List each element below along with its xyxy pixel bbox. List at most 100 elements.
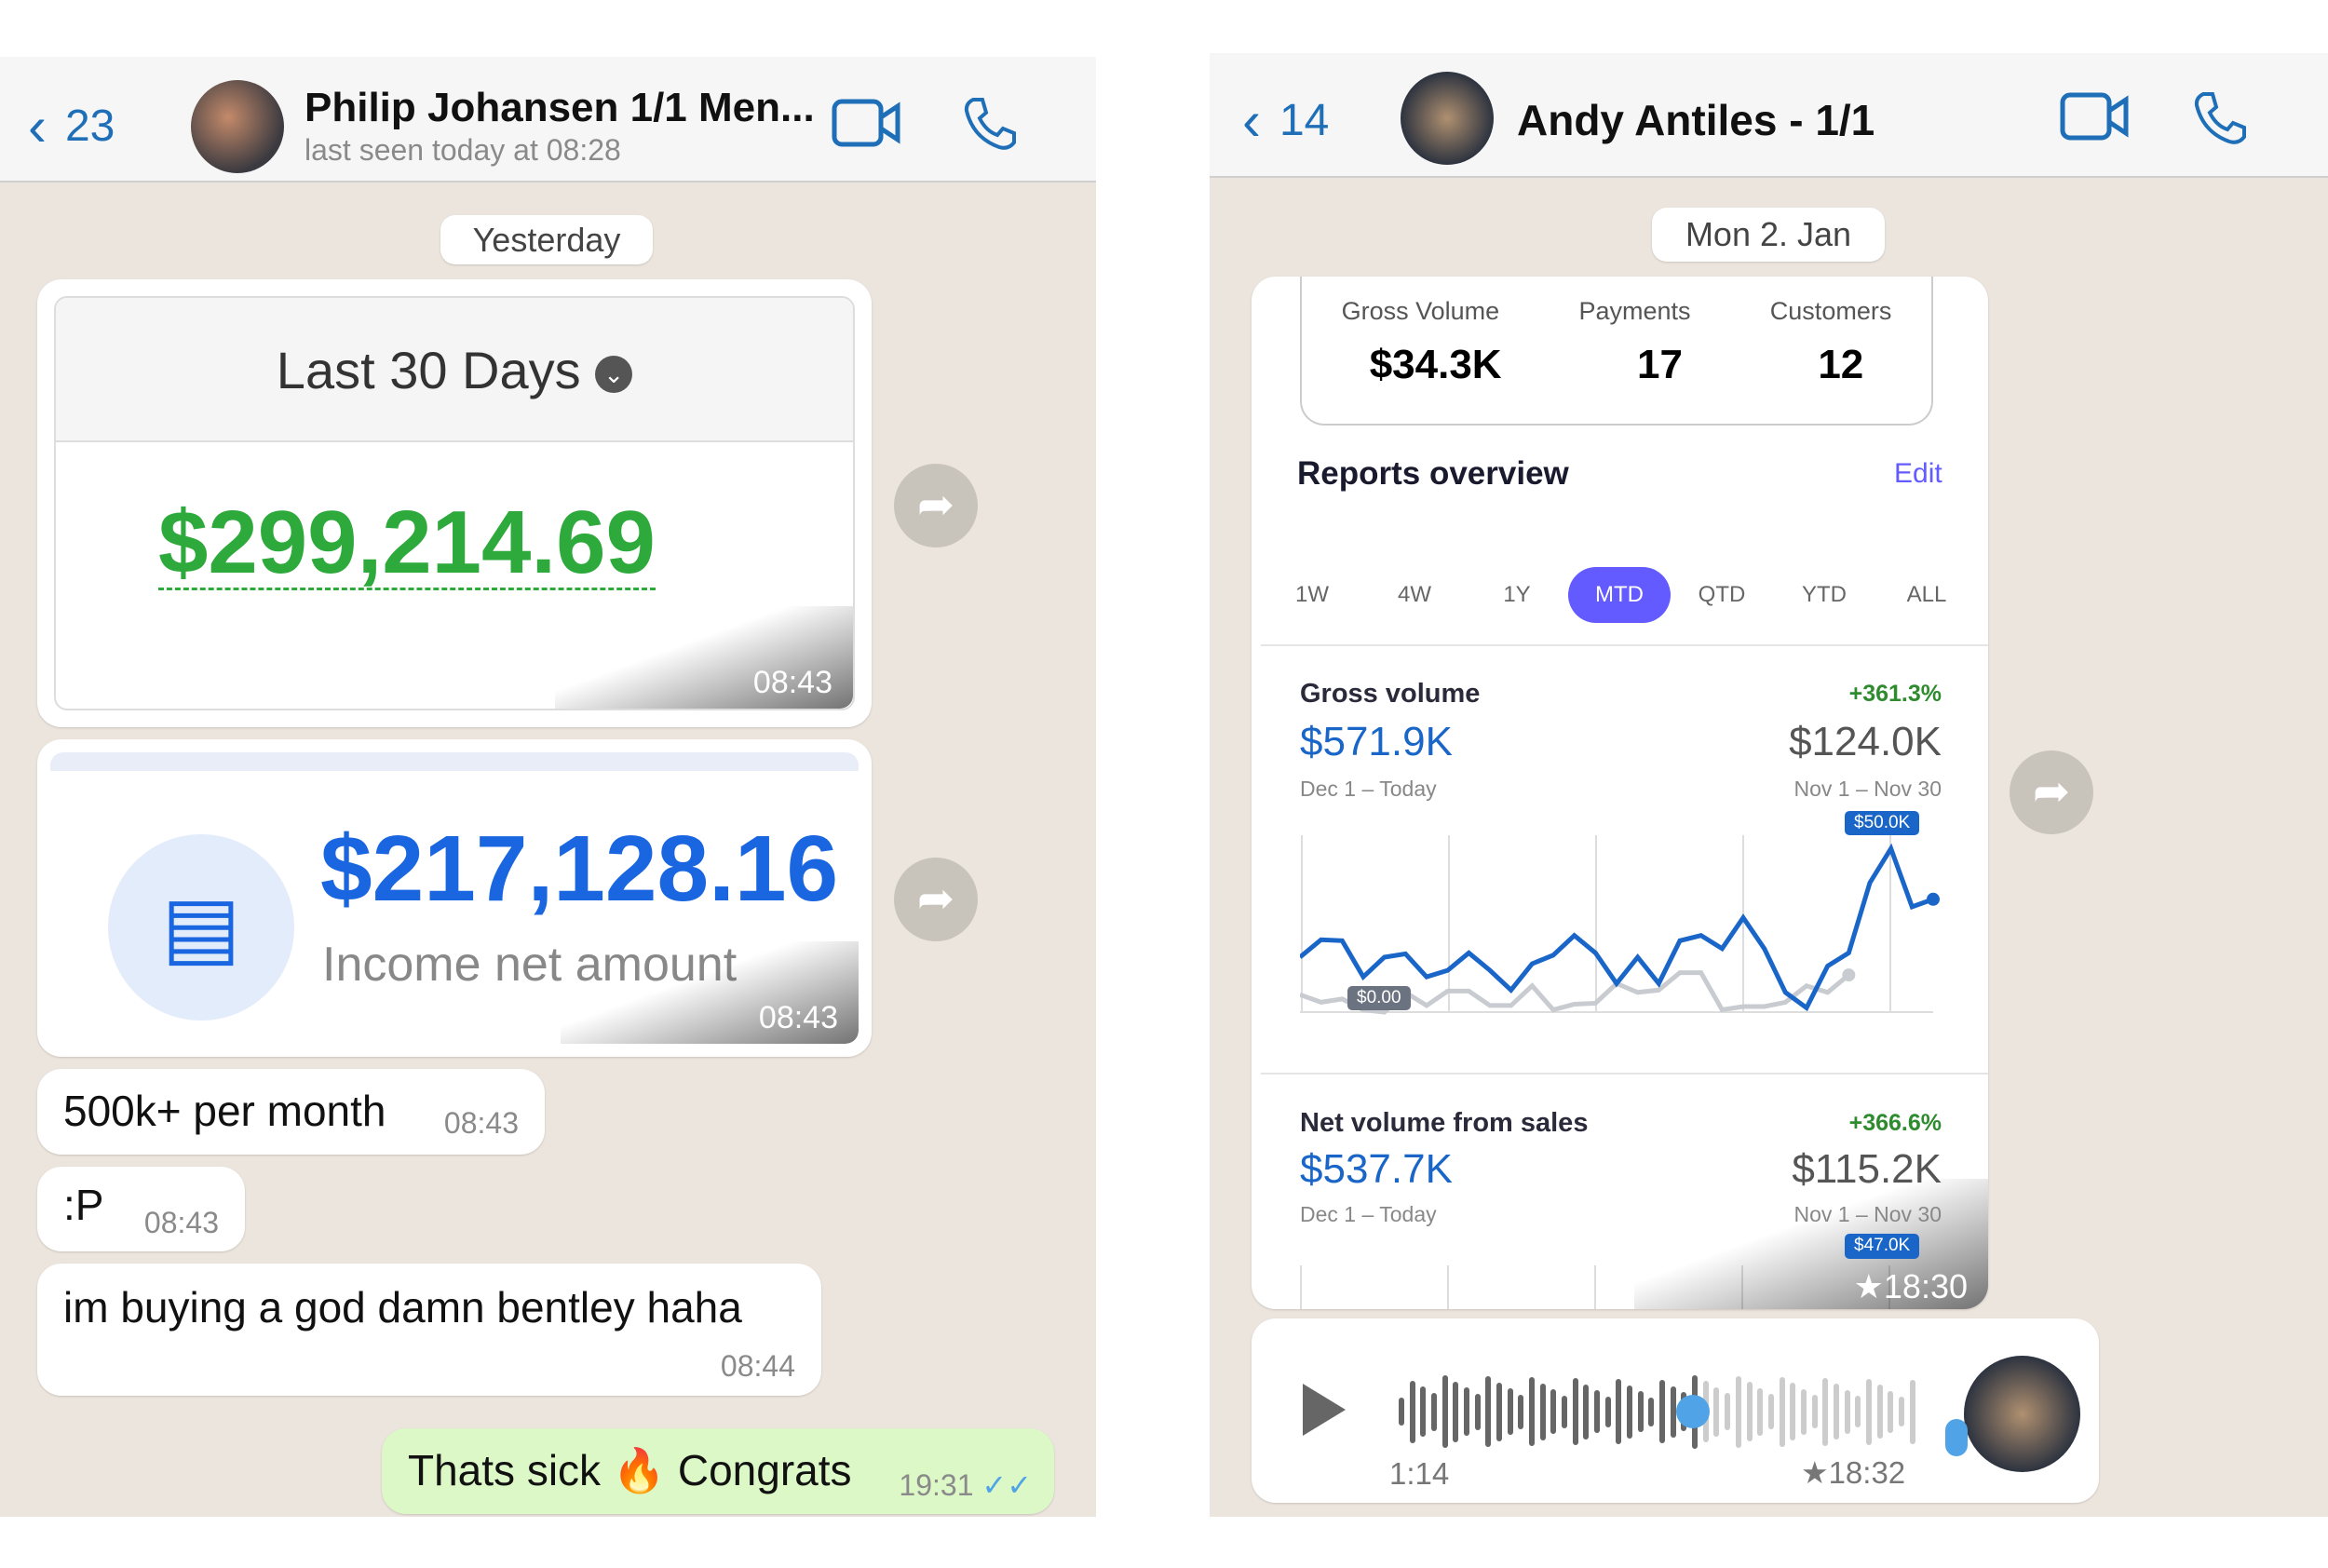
date-chip: Yesterday bbox=[440, 215, 653, 264]
divider bbox=[1261, 644, 1988, 646]
edit-link[interactable]: Edit bbox=[1894, 458, 1942, 489]
waveform-bar bbox=[1735, 1375, 1741, 1448]
waveform-bar bbox=[1757, 1387, 1764, 1436]
phone-call-icon[interactable] bbox=[2192, 90, 2248, 146]
income-amount: $217,128.16 bbox=[320, 817, 839, 921]
gross-title: Gross volume bbox=[1300, 679, 1481, 709]
waveform-bar bbox=[1474, 1393, 1481, 1430]
period-tabs: 1W 4W 1Y MTD QTD YTD ALL bbox=[1261, 567, 1978, 623]
stat-label: Customers bbox=[1769, 297, 1892, 325]
current-series-line bbox=[1300, 843, 1934, 1012]
image-message[interactable]: Last 30 Days ⌄ $299,214.69 08:43 bbox=[37, 279, 872, 727]
waveform-bar bbox=[1441, 1375, 1448, 1448]
video-call-icon[interactable] bbox=[2060, 92, 2129, 141]
waveform-bar bbox=[1909, 1379, 1915, 1444]
income-label: Income net amount bbox=[322, 938, 738, 992]
avatar[interactable] bbox=[1401, 72, 1494, 165]
chevron-down-icon: ⌄ bbox=[595, 356, 633, 394]
message-time: ★18:30 bbox=[1853, 1266, 1968, 1305]
image-message[interactable]: ▤ $217,128.16 Income net amount 08:43 bbox=[37, 739, 872, 1057]
waveform-bar bbox=[1583, 1384, 1590, 1440]
waveform-bar bbox=[1659, 1380, 1666, 1443]
contact-name[interactable]: Philip Johansen 1/1 Men... bbox=[305, 85, 815, 130]
waveform-bar bbox=[1616, 1379, 1622, 1444]
wallet-icon: ▤ bbox=[108, 834, 294, 1021]
total-amount: $299,214.69 bbox=[158, 493, 656, 592]
net-change: +366.6% bbox=[1848, 1110, 1942, 1136]
waveform-bar bbox=[1539, 1383, 1546, 1440]
message-text: :P bbox=[63, 1181, 104, 1229]
waveform-slider[interactable] bbox=[1399, 1374, 1915, 1449]
tab-qtd[interactable]: QTD bbox=[1698, 582, 1746, 607]
waveform-bar bbox=[1453, 1381, 1459, 1442]
series-endpoint bbox=[1842, 968, 1856, 982]
min-label: $0.00 bbox=[1347, 986, 1411, 1010]
time-text: 19:31 bbox=[899, 1468, 974, 1502]
tab-1w[interactable]: 1W bbox=[1295, 582, 1329, 607]
waveform-bar bbox=[1399, 1398, 1404, 1426]
reports-title: Reports overview bbox=[1297, 455, 1569, 492]
avatar[interactable] bbox=[191, 80, 284, 173]
message-time: 08:43 bbox=[143, 1206, 219, 1239]
forward-button[interactable]: ➦ bbox=[2010, 750, 2093, 834]
tab-mtd[interactable]: MTD bbox=[1568, 567, 1671, 623]
waveform-bar bbox=[1572, 1378, 1578, 1445]
net-previous-range: Nov 1 – Nov 30 bbox=[1793, 1202, 1942, 1226]
chat-header: ‹ 14 Andy Antiles - 1/1 bbox=[1210, 53, 2328, 178]
tab-1y[interactable]: 1Y bbox=[1503, 582, 1531, 607]
waveform-bar bbox=[1562, 1395, 1568, 1428]
last-seen: last seen today at 08:28 bbox=[305, 133, 621, 167]
forward-button[interactable]: ➦ bbox=[894, 464, 978, 547]
net-previous: $115.2K bbox=[1792, 1146, 1942, 1192]
waveform-bar bbox=[1876, 1385, 1883, 1439]
stat-value: 12 bbox=[1818, 342, 1864, 387]
back-button[interactable]: ‹ 14 bbox=[1242, 88, 1329, 153]
period-label: Last 30 Days bbox=[276, 341, 581, 399]
tab-ytd[interactable]: YTD bbox=[1802, 582, 1847, 607]
chevron-left-icon: ‹ bbox=[1242, 89, 1261, 152]
video-call-icon[interactable] bbox=[832, 99, 900, 147]
chat-header: ‹ 23 Philip Johansen 1/1 Men... last seen… bbox=[0, 57, 1096, 182]
message-bubble[interactable]: im buying a god damn bentley haha 08:44 bbox=[37, 1264, 821, 1396]
back-button[interactable]: ‹ 23 bbox=[28, 94, 115, 158]
waveform-bar bbox=[1507, 1388, 1513, 1435]
message-text: Thats sick 🔥 Congrats bbox=[408, 1446, 852, 1494]
tab-4w[interactable]: 4W bbox=[1398, 582, 1431, 607]
gross-previous: $124.0K bbox=[1789, 719, 1942, 764]
stats-labels: Gross Volume Payments Customers bbox=[1302, 297, 1931, 326]
unread-count: 14 bbox=[1279, 96, 1330, 145]
waveform-bar bbox=[1496, 1382, 1503, 1441]
max-label: $50.0K bbox=[1845, 811, 1920, 835]
message-time: 08:43 bbox=[752, 664, 832, 700]
waveform-bar bbox=[1725, 1393, 1731, 1430]
waveform-bar bbox=[1800, 1388, 1807, 1435]
message-bubble[interactable]: :P 08:43 bbox=[37, 1167, 245, 1251]
chat-left: ‹ 23 Philip Johansen 1/1 Men... last seen… bbox=[0, 57, 1096, 1517]
image-message[interactable]: Gross Volume Payments Customers $34.3K 1… bbox=[1252, 277, 1988, 1309]
waveform-bar bbox=[1431, 1392, 1438, 1431]
tab-all[interactable]: ALL bbox=[1906, 582, 1947, 607]
waveform-bar bbox=[1627, 1385, 1633, 1439]
waveform-bar bbox=[1844, 1389, 1850, 1434]
gross-previous-range: Nov 1 – Nov 30 bbox=[1793, 777, 1942, 801]
voice-message[interactable]: 1:14 ★18:32 bbox=[1252, 1318, 2099, 1503]
waveform-bar bbox=[1604, 1396, 1611, 1427]
waveform-bar bbox=[1790, 1383, 1796, 1440]
forward-button[interactable]: ➦ bbox=[894, 858, 978, 941]
play-button[interactable] bbox=[1303, 1384, 1346, 1436]
stat-value: 17 bbox=[1636, 342, 1683, 387]
waveform-bar bbox=[1855, 1396, 1861, 1427]
unread-count: 23 bbox=[64, 101, 115, 151]
gross-current-range: Dec 1 – Today bbox=[1300, 777, 1437, 801]
net-max-label: $47.0K bbox=[1845, 1234, 1920, 1259]
waveform-bar bbox=[1746, 1382, 1753, 1441]
message-bubble-outgoing[interactable]: Thats sick 🔥 Congrats 19:31 ✓✓ bbox=[382, 1428, 1054, 1514]
waveform-bar bbox=[1550, 1389, 1557, 1434]
period-selector: Last 30 Days ⌄ bbox=[56, 298, 853, 442]
waveform-bar bbox=[1420, 1386, 1427, 1437]
message-bubble[interactable]: 500k+ per month 08:43 bbox=[37, 1069, 545, 1155]
playback-knob[interactable] bbox=[1676, 1395, 1711, 1428]
double-check-icon: ✓✓ bbox=[981, 1468, 1032, 1502]
contact-name[interactable]: Andy Antiles - 1/1 bbox=[1517, 96, 1875, 144]
phone-call-icon[interactable] bbox=[962, 96, 1018, 152]
